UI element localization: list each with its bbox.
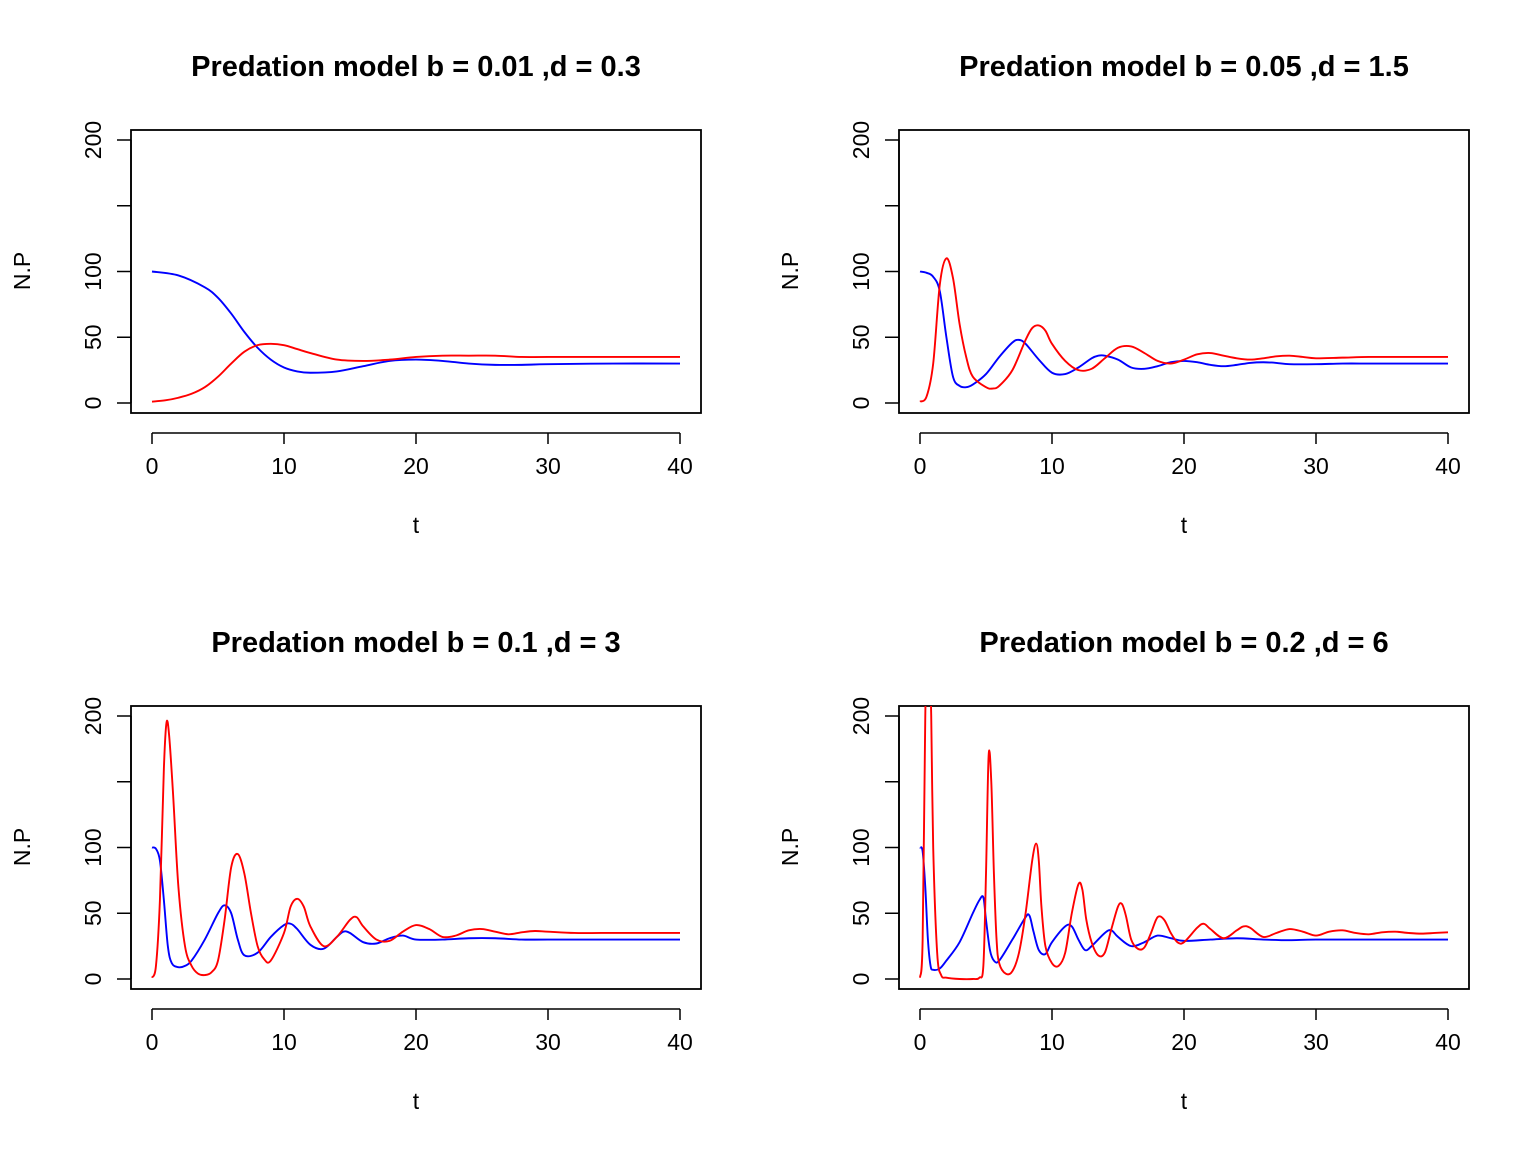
panel-3: Predation model b = 0.1 ,d = 3 0 10 20 30 40… — [9, 627, 702, 1114]
y-tick-label: 0 — [80, 973, 106, 986]
x-tick-label: 30 — [535, 453, 561, 479]
y-tick-label: 0 — [848, 973, 874, 986]
y-tick-label: 100 — [80, 252, 106, 290]
x-tick-label: 40 — [1435, 453, 1461, 479]
y-tick-label: 100 — [80, 828, 106, 866]
prey-line — [151, 846, 680, 969]
x-tick-label: 20 — [403, 1029, 429, 1055]
y-tick-label: 100 — [848, 252, 874, 290]
x-tick-label: 20 — [1171, 453, 1197, 479]
panel-4: Predation model b = 0.2 ,d = 6 0 10 20 30 40… — [777, 627, 1470, 1114]
prey-line — [919, 846, 1448, 971]
x-tick-label: 0 — [914, 1029, 927, 1055]
x-tick-label: 10 — [1039, 1029, 1065, 1055]
plot-frame — [130, 705, 702, 990]
series-group — [919, 257, 1448, 403]
x-tick-label: 30 — [1303, 453, 1329, 479]
x-tick-label: 40 — [667, 1029, 693, 1055]
x-tick-label: 40 — [667, 453, 693, 479]
y-tick-label: 200 — [80, 697, 106, 735]
axes: 0 10 20 30 40 0 50 100 200 — [80, 121, 693, 479]
panel-title: Predation model b = 0.01 ,d = 0.3 — [191, 51, 641, 83]
x-tick-label: 0 — [914, 453, 927, 479]
x-tick-label: 10 — [271, 1029, 297, 1055]
x-axis-label: t — [413, 512, 420, 538]
plot-frame — [130, 129, 702, 414]
y-tick-label: 50 — [848, 900, 874, 926]
predator-line — [919, 706, 1449, 981]
x-tick-label: 0 — [146, 1029, 159, 1055]
series-group — [151, 270, 681, 403]
series-group — [919, 706, 1449, 981]
panel-1: Predation model b = 0.01 ,d = 0.3 0 10 20 3… — [9, 51, 702, 538]
y-axis-label: N.P — [777, 828, 803, 866]
y-tick-label: 50 — [848, 324, 874, 350]
axes: 0 10 20 30 40 0 50 100 200 — [80, 697, 693, 1055]
x-tick-label: 40 — [1435, 1029, 1461, 1055]
y-tick-label: 0 — [80, 397, 106, 410]
prey-line — [151, 270, 681, 374]
x-axis-label: t — [1181, 512, 1188, 538]
panel-title: Predation model b = 0.1 ,d = 3 — [211, 627, 620, 659]
y-tick-label: 200 — [80, 121, 106, 159]
x-tick-label: 0 — [146, 453, 159, 479]
axes: 0 10 20 30 40 0 50 100 200 — [848, 697, 1461, 1055]
y-axis-label: N.P — [9, 252, 35, 290]
y-tick-label: 200 — [848, 697, 874, 735]
panel-title: Predation model b = 0.2 ,d = 6 — [979, 627, 1388, 659]
predator-line — [919, 257, 1448, 403]
y-axis-label: N.P — [9, 828, 35, 866]
predator-line — [151, 719, 680, 979]
y-tick-label: 50 — [80, 900, 106, 926]
panel-2: Predation model b = 0.05 ,d = 1.5 0 10 20 3… — [777, 51, 1470, 538]
panel-title: Predation model b = 0.05 ,d = 1.5 — [959, 51, 1409, 83]
predator-line — [151, 342, 680, 403]
x-tick-label: 10 — [271, 453, 297, 479]
x-tick-label: 10 — [1039, 453, 1065, 479]
x-tick-label: 20 — [403, 453, 429, 479]
y-axis-label: N.P — [777, 252, 803, 290]
axes: 0 10 20 30 40 0 50 100 200 — [848, 121, 1461, 479]
x-tick-label: 30 — [535, 1029, 561, 1055]
y-tick-label: 50 — [80, 324, 106, 350]
x-tick-label: 30 — [1303, 1029, 1329, 1055]
plot-frame — [898, 129, 1470, 414]
series-group — [151, 719, 680, 979]
x-axis-label: t — [1181, 1088, 1188, 1114]
x-tick-label: 20 — [1171, 1029, 1197, 1055]
x-axis-label: t — [413, 1088, 420, 1114]
y-tick-label: 0 — [848, 397, 874, 410]
y-tick-label: 200 — [848, 121, 874, 159]
y-tick-label: 100 — [848, 828, 874, 866]
prey-line — [919, 270, 1448, 389]
